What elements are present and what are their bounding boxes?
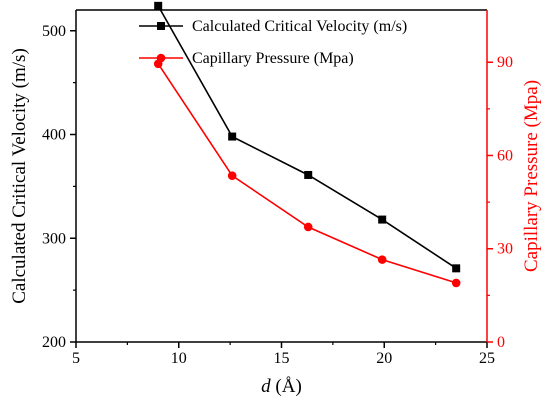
y-right-tick-label: 30 — [497, 241, 513, 258]
y-right-tick-label: 60 — [497, 147, 513, 164]
y-right-tick-label: 90 — [497, 54, 513, 71]
x-tick-label: 25 — [479, 350, 495, 367]
legend-label: Calculated Critical Velocity (m/s) — [192, 18, 407, 35]
legend-label: Capillary Pressure (Mpa) — [192, 50, 354, 67]
y-left-tick-label: 500 — [42, 23, 66, 40]
x-axis-title: d (Å) — [261, 376, 302, 397]
legend-marker-circle — [156, 53, 166, 63]
x-tick-label: 15 — [274, 350, 290, 367]
y-axis-right-title: Capillary Pressure (Mpa) — [521, 80, 542, 272]
y-left-tick-label: 200 — [42, 334, 66, 351]
y-axis-left-title: Calculated Critical Velocity (m/s) — [9, 48, 30, 304]
data-point-square — [228, 132, 237, 141]
x-tick-label: 10 — [171, 350, 187, 367]
series-2 — [153, 59, 461, 288]
x-tick-label: 5 — [72, 350, 80, 367]
data-point-square — [378, 215, 387, 224]
series-1 — [154, 1, 461, 273]
x-axis-symbol: d — [261, 376, 271, 397]
y-left-tick-label: 400 — [42, 127, 66, 144]
y-right-tick-label: 0 — [497, 334, 505, 351]
x-axis-unit: (Å) — [271, 376, 302, 397]
axes: 5 10 15 20 25 200 300 400 500 0 30 60 90 — [42, 9, 513, 367]
data-point-circle — [303, 222, 313, 232]
legend: Calculated Critical Velocity (m/s) Capill… — [139, 18, 407, 67]
data-point-circle — [451, 278, 461, 288]
legend-marker-square — [157, 22, 165, 30]
y-left-tick-label: 300 — [42, 230, 66, 247]
data-point-circle — [377, 255, 387, 264]
data-point-square — [304, 170, 313, 179]
series-layer — [153, 1, 461, 288]
data-point-square — [154, 1, 163, 10]
x-tick-label: 20 — [376, 350, 392, 367]
data-point-square — [452, 264, 461, 273]
data-point-circle — [227, 171, 237, 180]
